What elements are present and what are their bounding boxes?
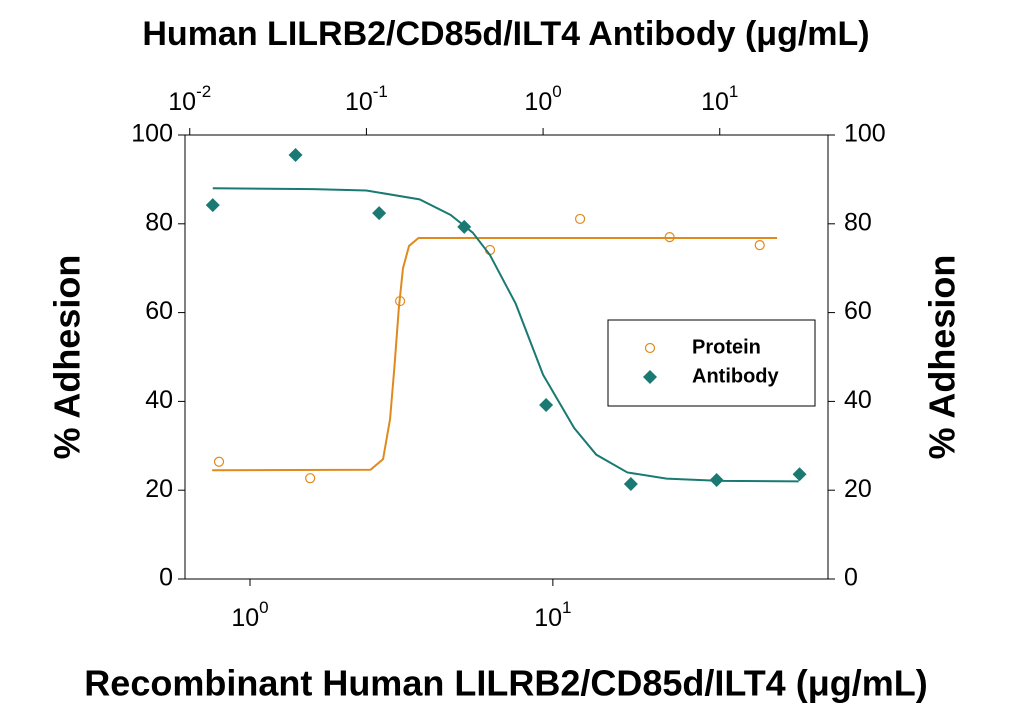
y2-tick-label: 20 [844, 475, 872, 503]
data-point [539, 397, 554, 412]
y2-tick-label: 100 [844, 120, 886, 148]
fit-curve [212, 237, 778, 472]
data-point [457, 219, 472, 234]
legend-marker [644, 342, 656, 354]
data-point [213, 456, 225, 467]
x2-tick-label: 100 [524, 82, 561, 115]
data-point [574, 213, 586, 225]
data-point [623, 476, 638, 491]
data-point [205, 198, 220, 213]
chart-title: Human LILRB2/CD85d/ILT4 Antibody (μg/mL) [142, 15, 869, 53]
tick-exponent: 0 [552, 82, 561, 101]
data-point [288, 147, 303, 162]
data-point [394, 295, 406, 307]
y-tick-label: 40 [145, 386, 173, 414]
legend-label: Antibody [692, 365, 780, 387]
y2-axis-label: % Adhesion [922, 255, 963, 460]
tick-exponent: -1 [373, 82, 388, 101]
x2-tick-label: 101 [701, 82, 738, 115]
tick-exponent: 0 [259, 598, 268, 617]
y-tick-label: 60 [145, 297, 173, 325]
data-point [372, 206, 387, 221]
data-point [792, 467, 807, 482]
y-tick-label: 80 [145, 208, 173, 236]
y-tick-label: 0 [159, 564, 173, 592]
tick-exponent: 1 [729, 82, 738, 101]
y-axis-label: % Adhesion [47, 255, 88, 460]
legend-marker [643, 370, 657, 384]
fit-curve [212, 187, 799, 483]
legend-box [607, 319, 816, 407]
x-tick-label: 101 [534, 598, 571, 631]
y2-tick-label: 80 [844, 208, 872, 236]
tick-exponent: -2 [196, 82, 211, 101]
data-point [305, 473, 316, 484]
tick-base: 10 [231, 604, 259, 632]
y2-tick-label: 40 [844, 386, 872, 414]
y-tick-label: 20 [145, 475, 173, 503]
tick-exponent: 1 [562, 598, 571, 617]
y2-tick-label: 60 [844, 297, 872, 325]
tick-base: 10 [345, 88, 373, 116]
data-point [709, 472, 724, 487]
x2-tick-label: 10-2 [168, 82, 211, 115]
y2-tick-label: 0 [844, 564, 858, 592]
tick-base: 10 [524, 88, 552, 116]
x-tick-label: 100 [231, 598, 268, 631]
data-point [664, 232, 675, 243]
tick-base: 10 [168, 88, 196, 116]
data-point [754, 240, 765, 251]
x2-tick-label: 10-1 [345, 82, 388, 115]
legend-label: Protein [692, 336, 761, 358]
tick-base: 10 [701, 88, 729, 116]
x-axis-label: Recombinant Human LILRB2/CD85d/ILT4 (μg/… [84, 663, 927, 704]
y-tick-label: 100 [131, 120, 173, 148]
tick-base: 10 [534, 604, 562, 632]
